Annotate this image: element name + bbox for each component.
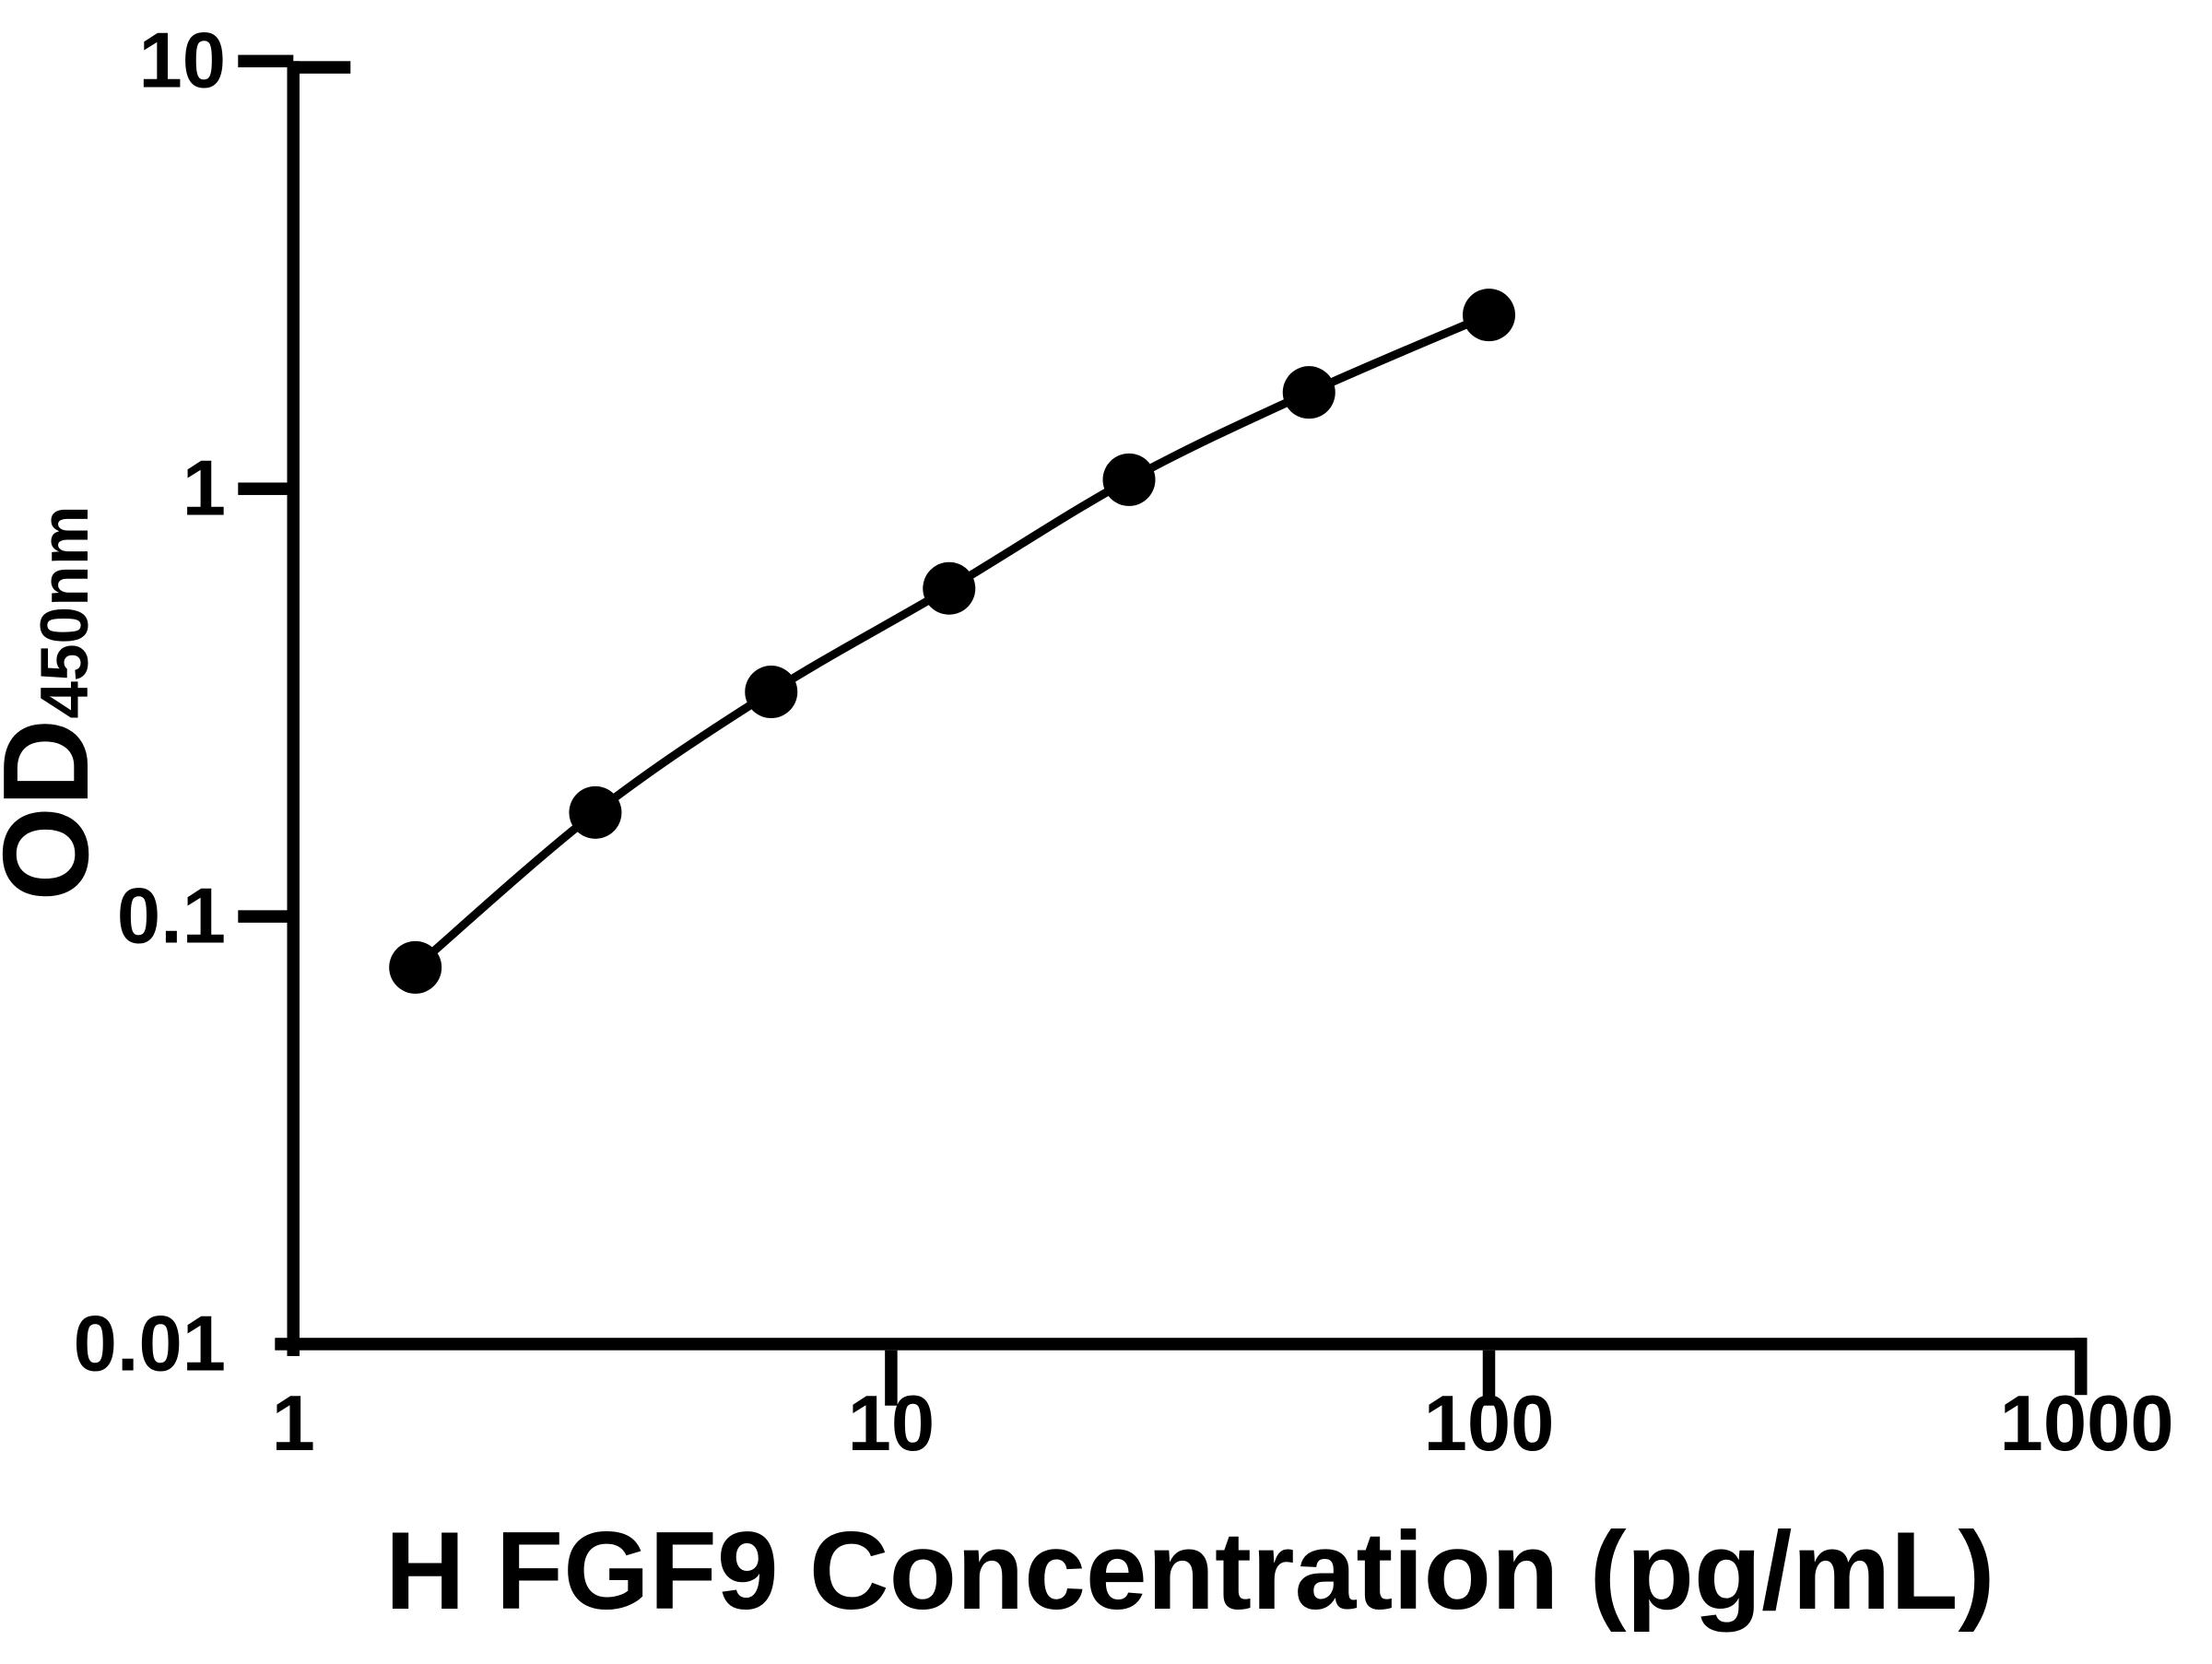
svg-text:0.01: 0.01: [74, 1301, 226, 1388]
svg-text:1: 1: [272, 1380, 315, 1468]
svg-text:OD450nm: OD450nm: [0, 505, 113, 901]
svg-text:H FGF9 Concentration (pg/mL): H FGF9 Concentration (pg/mL): [385, 1509, 1995, 1633]
svg-text:10: 10: [848, 1380, 935, 1468]
svg-text:1000: 1000: [2000, 1380, 2174, 1468]
svg-text:0.1: 0.1: [117, 873, 226, 961]
svg-text:100: 100: [1424, 1380, 1555, 1468]
svg-text:10: 10: [138, 18, 226, 105]
svg-text:1: 1: [182, 445, 226, 533]
